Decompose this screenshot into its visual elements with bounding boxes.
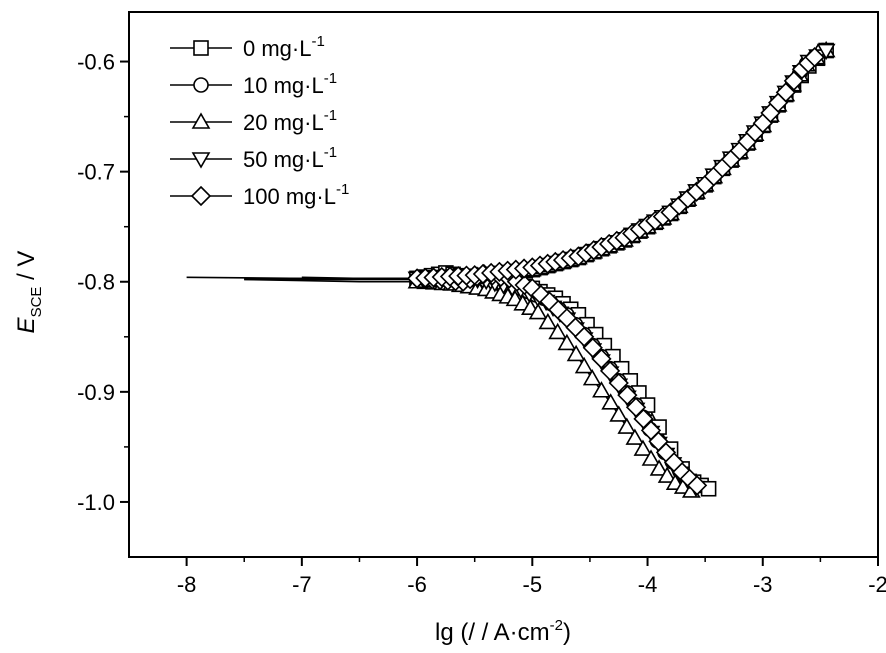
data-point [641, 449, 661, 466]
x-tick-label: -3 [753, 572, 773, 597]
legend-label-main: 50 mg·L [243, 147, 324, 172]
y-axis-label: ESCE / V [13, 251, 45, 334]
data-point [609, 405, 629, 422]
y-tick-label: -0.8 [77, 270, 115, 295]
x-tick-label: -2 [868, 572, 886, 597]
y-tick-label: -0.7 [77, 160, 115, 185]
data-point [548, 322, 568, 340]
y-tick-label: -0.9 [77, 380, 115, 405]
data-point [775, 82, 796, 103]
data-point [574, 356, 594, 374]
legend-label-main: 20 mg·L [243, 110, 324, 135]
plot-frame [128, 11, 879, 558]
data-point [557, 333, 577, 351]
y-axis-label-main: E [13, 316, 40, 333]
x-tick-label: -5 [523, 572, 543, 597]
data-point [686, 475, 708, 496]
legend-label-sup: -1 [324, 70, 337, 87]
data-point [633, 439, 653, 456]
data-point [574, 326, 595, 347]
x-tick-label: -7 [292, 572, 312, 597]
data-point [816, 43, 836, 61]
markers-layer [406, 40, 836, 498]
data-point [599, 360, 621, 382]
data-point [617, 417, 637, 434]
y-tick-label: -0.6 [77, 50, 115, 75]
data-point [582, 337, 603, 358]
y-axis-ticks: -1.0 -0.9 -0.8 -0.7 -0.6 [77, 50, 129, 515]
data-point [528, 302, 548, 320]
data-point [657, 466, 677, 483]
y-axis-label-unit: / V [13, 251, 40, 287]
x-axis-ticks: -8 -7 -6 -5 -4 -3 -2 [177, 557, 886, 597]
x-tick-label: -4 [638, 572, 658, 597]
legend-label: 20 mg·L-1 [243, 107, 337, 135]
y-axis-label-sub: SCE [28, 287, 45, 318]
x-axis-label-sup: -2 [550, 617, 563, 634]
legend-label: 0 mg·L-1 [243, 33, 325, 61]
data-point [592, 381, 611, 398]
data-point [625, 428, 645, 445]
legend-marker [191, 112, 211, 129]
y-tick-label: -1.0 [77, 490, 115, 515]
legend-label-main: 100 mg·L [243, 184, 336, 209]
legend-label-main: 0 mg·L [243, 36, 311, 61]
x-tick-label: -8 [177, 572, 197, 597]
legend-label: 100 mg·L-1 [243, 181, 349, 209]
data-point [804, 47, 825, 68]
data-point [591, 348, 612, 369]
legend-marker [190, 185, 212, 207]
x-axis-label-main: lg (/ / A·cm [435, 619, 550, 646]
data-point [783, 70, 805, 91]
legend-marker [193, 40, 209, 56]
data-point [617, 385, 638, 406]
data-point [608, 372, 629, 394]
legend-label: 50 mg·L-1 [243, 144, 337, 172]
legend-label-sup: -1 [324, 144, 337, 161]
legend-label-sup: -1 [336, 181, 349, 198]
data-point [582, 369, 602, 386]
data-point [601, 393, 621, 410]
x-axis-label: lg (/ / A·cm-2) [435, 617, 571, 646]
legend-label-sup: -1 [311, 33, 324, 50]
data-point [649, 459, 669, 476]
data-point [566, 344, 586, 362]
x-tick-label: -6 [407, 572, 427, 597]
legend-label-sup: -1 [324, 107, 337, 124]
legend-marker [193, 77, 209, 93]
legend-marker [191, 152, 211, 169]
x-axis-label-end: ) [563, 619, 571, 646]
legend-label-main: 10 mg·L [243, 73, 324, 98]
legend-label: 10 mg·L-1 [243, 70, 337, 98]
data-point [538, 312, 558, 330]
